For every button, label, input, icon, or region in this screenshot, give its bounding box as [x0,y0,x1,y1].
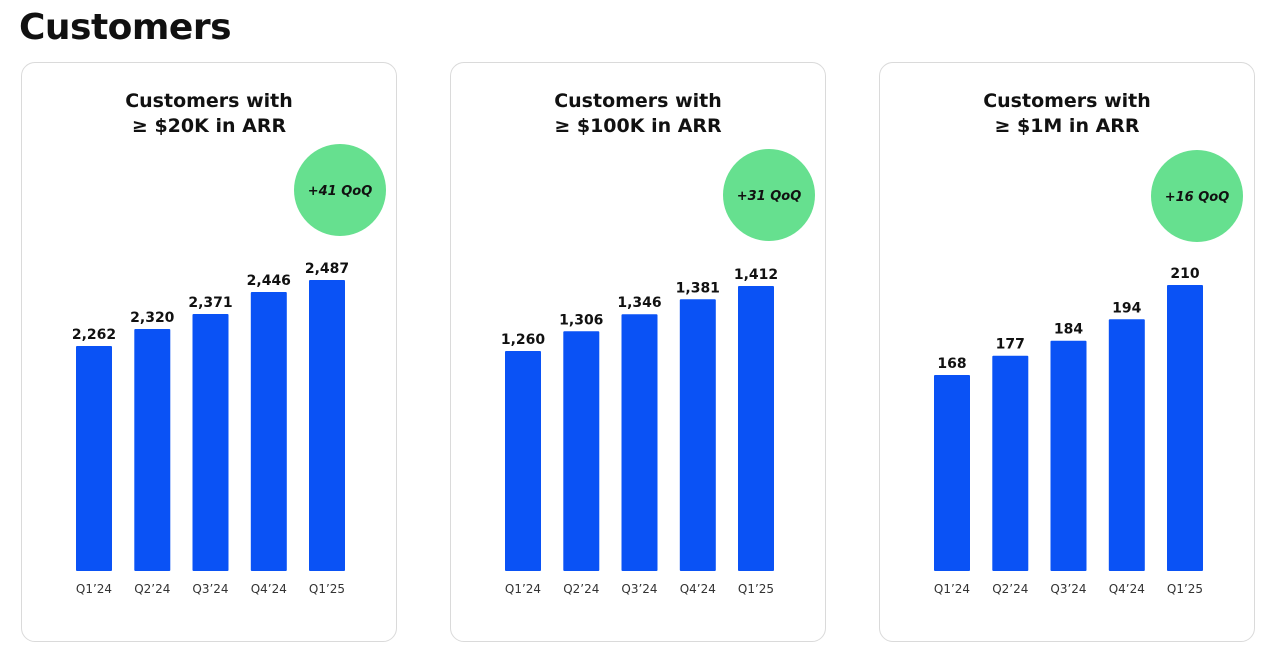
chart-title-line-1: Customers with [125,90,293,112]
qoq-badge-circle [723,149,815,241]
data-label: 1,260 [501,332,546,348]
qoq-badge-label: +41 QoQ [308,184,373,199]
x-tick-label: Q1’24 [76,582,112,596]
data-label: 194 [1112,300,1141,316]
x-tick-label: Q2’24 [134,582,170,596]
data-label: 2,371 [188,295,232,311]
chart-title-line-2: ≥ $1M in ARR [994,115,1140,137]
data-label: 2,262 [72,327,116,343]
bar-chart: +31 QoQ 1,260 Q1’24 1,306 Q2’24 1,346 Q3’24 1,3… [501,149,815,596]
data-label: 184 [1054,322,1083,338]
data-label: 210 [1170,266,1199,282]
chart-title: Customers with ≥ $20K in ARR [22,89,396,139]
bar [1108,319,1145,571]
data-label: 1,346 [617,295,661,311]
bar [934,375,970,571]
x-tick-label: Q1’24 [934,582,970,596]
qoq-badge: +41 QoQ [294,144,386,236]
chart-panel-20k-arr: Customers with ≥ $20K in ARR +41 QoQ 2,26… [21,62,397,642]
chart-title: Customers with ≥ $100K in ARR [451,89,825,139]
bar [1167,285,1203,571]
x-tick-label: Q2’24 [563,582,599,596]
bar [621,314,658,571]
data-label: 2,320 [130,310,175,326]
x-tick-label: Q1’25 [738,582,774,596]
data-label: 177 [996,337,1025,353]
bar-chart: +41 QoQ 2,262 Q1’24 2,320 Q2’24 2,371 Q3’24 2,4… [72,144,386,596]
bar [738,286,774,571]
chart-title-line-2: ≥ $20K in ARR [131,115,287,137]
bar [192,314,229,571]
qoq-badge: +16 QoQ [1151,150,1243,242]
qoq-badge-circle [1151,150,1243,242]
chart-title-line-2: ≥ $100K in ARR [554,115,722,137]
x-tick-label: Q4’24 [1109,582,1145,596]
qoq-badge: +31 QoQ [723,149,815,241]
chart-panel-1m-arr: Customers with ≥ $1M in ARR +16 QoQ 168 Q1… [879,62,1255,642]
qoq-badge-label: +16 QoQ [1165,190,1230,205]
qoq-badge-label: +31 QoQ [737,189,802,204]
bar [76,346,112,571]
data-label: 2,487 [305,261,349,277]
bar [679,299,716,571]
data-label: 1,381 [676,280,720,296]
bar-chart: +16 QoQ 168 Q1’24 177 Q2’24 184 Q3’24 194 Q4’24 2… [934,150,1243,596]
page-title: Customers [19,7,232,48]
qoq-badge-circle [294,144,386,236]
data-label: 168 [937,356,966,372]
x-tick-label: Q3’24 [192,582,228,596]
x-tick-label: Q4’24 [680,582,716,596]
x-tick-label: Q1’24 [505,582,541,596]
bar [992,355,1029,571]
bar [309,280,345,571]
x-tick-label: Q4’24 [251,582,287,596]
x-tick-label: Q3’24 [1050,582,1086,596]
bar [505,351,541,571]
data-label: 1,412 [734,267,778,283]
x-tick-label: Q2’24 [992,582,1028,596]
chart-panel-100k-arr: Customers with ≥ $100K in ARR +31 QoQ 1,2… [450,62,826,642]
bar [250,292,287,571]
data-label: 2,446 [247,273,291,289]
x-tick-label: Q1’25 [1167,582,1203,596]
data-label: 1,306 [559,312,603,328]
x-tick-label: Q3’24 [621,582,657,596]
bar [134,329,171,571]
bar [563,331,600,571]
chart-title: Customers with ≥ $1M in ARR [880,89,1254,139]
x-tick-label: Q1’25 [309,582,345,596]
chart-title-line-1: Customers with [554,90,722,112]
chart-title-line-1: Customers with [983,90,1151,112]
bar [1050,340,1087,571]
